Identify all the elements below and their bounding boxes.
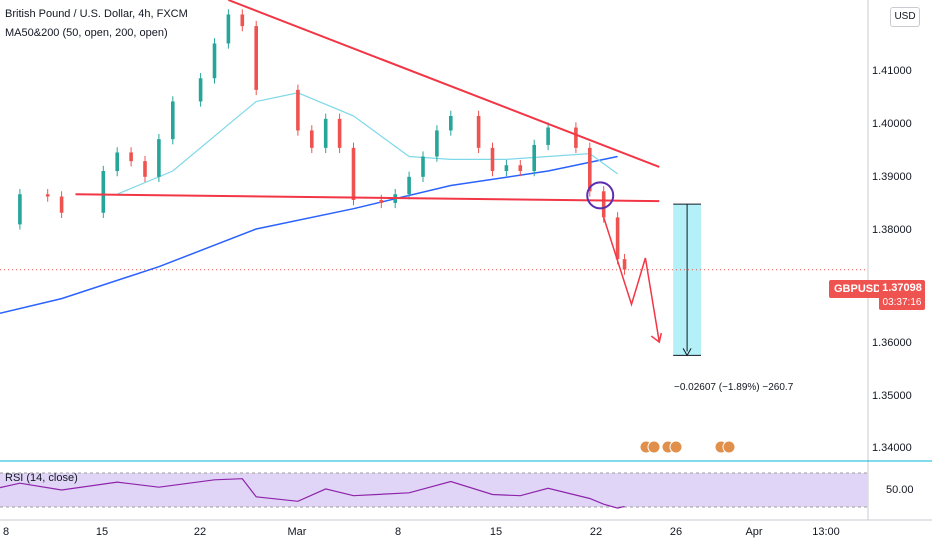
measure-label: −0.02607 (−1.89%) −260.7 [674, 382, 794, 393]
candle-body [407, 176, 411, 195]
ma200-line [0, 155, 618, 315]
projection-arrow-head [650, 332, 663, 344]
candle-body [476, 115, 481, 148]
price-axis-tick: 1.36000 [872, 337, 912, 349]
time-axis-tick: Mar [287, 526, 307, 538]
candle-body [101, 171, 106, 213]
candle-body [490, 147, 495, 172]
candle-body [212, 43, 217, 79]
candle-body [157, 139, 161, 177]
event-flag-icon [669, 440, 683, 454]
symbol-price-label: GBPUSD [829, 280, 887, 298]
rsi-line [0, 478, 625, 509]
last-price-value: 1.37098 [882, 282, 922, 294]
ma50-line [116, 92, 618, 195]
rsi-band [0, 473, 868, 507]
candle-body [323, 118, 328, 148]
neckline-trendline [75, 193, 660, 203]
candle-body [532, 144, 536, 172]
time-axis-tick: 13:00 [812, 526, 840, 538]
price-axis-tick: 1.34000 [872, 442, 912, 454]
candle-body [351, 147, 356, 201]
rsi-axis-tick: 50.00 [886, 484, 914, 496]
candle-body [518, 165, 523, 172]
candle-body [18, 194, 22, 225]
time-axis-tick: 22 [193, 526, 207, 538]
candle-body [171, 101, 175, 140]
candle-body [504, 165, 509, 172]
candle-body [296, 89, 300, 131]
time-axis-tick: 15 [489, 526, 503, 538]
time-axis-tick: Apr [745, 526, 763, 538]
candle-body [143, 161, 147, 177]
price-axis-tick: 1.41000 [872, 65, 912, 77]
price-axis-tick: 1.39000 [872, 171, 912, 183]
time-axis-tick: 8 [2, 526, 10, 538]
candle-body [59, 196, 64, 213]
candle-body [421, 156, 425, 177]
candle-body [546, 127, 550, 145]
candle-body [588, 147, 592, 192]
time-axis-tick: 15 [95, 526, 109, 538]
rsi-legend[interactable]: RSI (14, close) [5, 472, 78, 484]
candle-body [310, 130, 314, 148]
price-axis-tick: 1.35000 [872, 390, 912, 402]
candle-body [240, 14, 245, 27]
candle-body [129, 152, 133, 162]
indicator-legend[interactable]: MA50&200 (50, open, 200, open) [5, 27, 168, 39]
candle-body [615, 217, 620, 260]
symbol-legend[interactable]: British Pound / U.S. Dollar, 4h, FXCM [5, 8, 188, 20]
bar-countdown: 03:37:16 [882, 297, 922, 308]
event-flag-icon [647, 440, 661, 454]
candle-body [115, 152, 119, 172]
measure-arrow-head [682, 348, 692, 357]
candle-body [379, 200, 384, 203]
event-flag-icon [722, 440, 736, 454]
time-axis-tick: 8 [394, 526, 402, 538]
time-axis-tick: 22 [589, 526, 603, 538]
last-price-label: 1.37098 03:37:16 [879, 280, 925, 310]
candle-body [45, 194, 50, 197]
candle-body [622, 259, 627, 270]
candle-body [574, 127, 578, 148]
projection-path [602, 217, 661, 343]
price-axis-tick: 1.38000 [872, 224, 912, 236]
resistance-trendline [228, 0, 660, 168]
candle-body [435, 130, 439, 157]
candle-body [337, 118, 342, 148]
candle-body [254, 26, 258, 90]
breakout-circle [586, 181, 615, 210]
candle-body [198, 78, 203, 102]
currency-button[interactable]: USD [890, 7, 920, 27]
price-axis-tick: 1.40000 [872, 118, 912, 130]
candle-body [601, 191, 606, 218]
candle-body [449, 115, 453, 131]
candle-body [226, 14, 231, 44]
time-axis-tick: 26 [669, 526, 683, 538]
